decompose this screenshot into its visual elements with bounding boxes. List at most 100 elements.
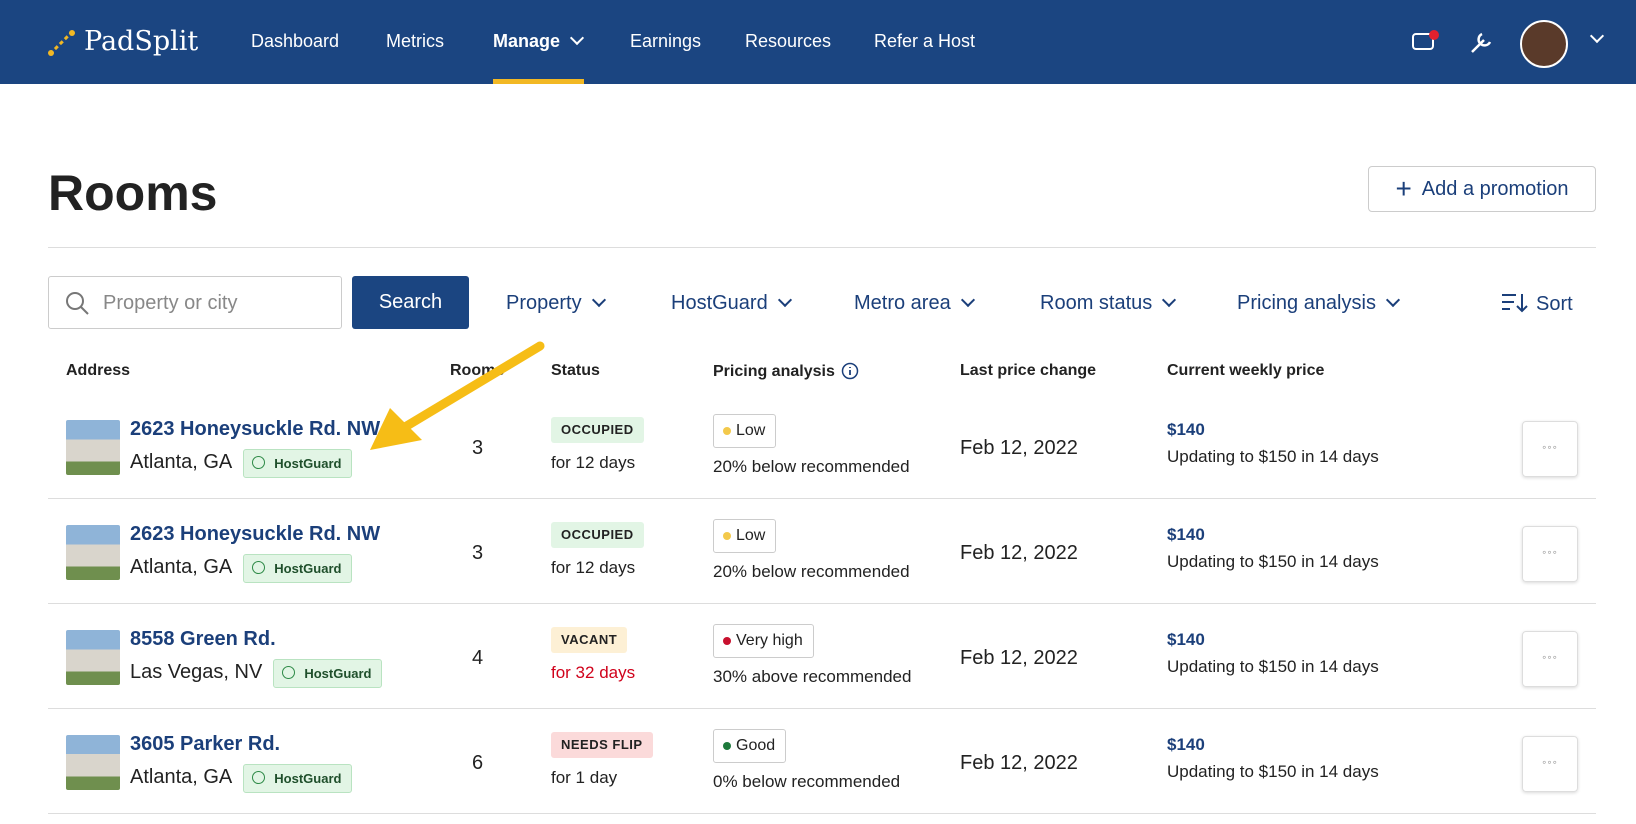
- filter-text: Property: [506, 292, 582, 314]
- placeholder: Property or city: [103, 292, 238, 314]
- shield-icon: [282, 666, 296, 679]
- divider: [48, 247, 1596, 248]
- price-update: Updating to $150 in 14 days: [1167, 762, 1379, 781]
- sort-button[interactable]: Sort: [1500, 292, 1573, 316]
- weekly-price: $140: [1167, 525, 1205, 544]
- row-menu-button[interactable]: ◦◦◦: [1522, 736, 1578, 792]
- pricing-dot: [723, 742, 731, 750]
- price-update: Updating to $150 in 14 days: [1167, 657, 1379, 676]
- room-count: 4: [472, 647, 484, 669]
- weekly-price: $140: [1167, 420, 1205, 439]
- search-input[interactable]: Property or city: [48, 276, 342, 329]
- row-menu-button[interactable]: ◦◦◦: [1522, 526, 1578, 582]
- info-icon[interactable]: [841, 362, 859, 380]
- filter-dropdown[interactable]: Property: [506, 292, 606, 315]
- status-chip: OCCUPIED: [551, 417, 644, 443]
- status-chip: VACANT: [551, 627, 628, 653]
- filter-dropdown[interactable]: Metro area: [854, 292, 975, 315]
- status-chip: NEEDS FLIP: [551, 732, 653, 758]
- chevron: [777, 292, 792, 308]
- nav-link[interactable]: Metrics: [386, 31, 444, 51]
- chevron: [591, 292, 606, 308]
- city: Las Vegas, NV: [130, 661, 263, 683]
- last-price-change: Feb 12, 2022: [960, 752, 1078, 774]
- shield-icon: [252, 561, 266, 574]
- pricing-dot: [723, 427, 731, 435]
- last-price-change: Feb 12, 2022: [960, 437, 1078, 459]
- messages-icon[interactable]: [1410, 28, 1440, 58]
- nav-link[interactable]: Earnings: [630, 31, 702, 51]
- address-link[interactable]: 8558 Green Rd.: [130, 628, 276, 650]
- avatar[interactable]: [1520, 20, 1568, 68]
- nav-link[interactable]: Refer a Host: [874, 31, 976, 51]
- weekly-price: $140: [1167, 630, 1205, 649]
- address-link[interactable]: 2623 Honeysuckle Rd. NW: [130, 418, 381, 440]
- filter-dropdown[interactable]: Room status: [1040, 292, 1177, 315]
- price-update: Updating to $150 in 14 days: [1167, 552, 1379, 571]
- room-count: 6: [472, 752, 484, 774]
- filter-text: Pricing analysis: [1237, 292, 1376, 314]
- property-photo: [66, 525, 120, 580]
- page-title: Rooms: [48, 165, 218, 221]
- pricing-note: 20% below recommended: [713, 562, 910, 581]
- plus-icon: +: [1395, 173, 1412, 204]
- row-divider: [48, 708, 1596, 709]
- property-photo: [66, 630, 120, 685]
- city: Atlanta, GA: [130, 556, 233, 578]
- row-menu-button[interactable]: ◦◦◦: [1522, 631, 1578, 687]
- shield-icon: [252, 456, 266, 469]
- pricing-note: 20% below recommended: [713, 457, 910, 476]
- logo-icon: [48, 30, 75, 56]
- sort-icon: [1502, 294, 1528, 313]
- status-duration: for 1 day: [551, 768, 618, 787]
- pricing-note: 0% below recommended: [713, 772, 901, 791]
- chevron: [569, 30, 585, 46]
- city: Atlanta, GA: [130, 766, 233, 788]
- last-price-change: Feb 12, 2022: [960, 647, 1078, 669]
- nav-link[interactable]: Dashboard: [251, 31, 340, 51]
- filter-text: HostGuard: [671, 292, 768, 314]
- tools-icon[interactable]: [1466, 28, 1496, 58]
- filter-dropdown[interactable]: Pricing analysis: [1237, 292, 1401, 315]
- pricing-chip: Low: [713, 519, 777, 553]
- nav-text: Manage: [493, 31, 561, 51]
- address-link[interactable]: 2623 Honeysuckle Rd. NW: [130, 523, 381, 545]
- avatar-menu[interactable]: [1580, 28, 1605, 50]
- filter-text: Room status: [1040, 292, 1153, 314]
- column-header: Address: [66, 362, 131, 379]
- pricing-chip: Very high: [713, 624, 814, 658]
- filter-dropdown[interactable]: HostGuard: [671, 292, 792, 315]
- nav-link[interactable]: Resources: [745, 31, 832, 51]
- column-header: Current weekly price: [1167, 362, 1325, 379]
- room-count: 3: [472, 437, 484, 459]
- search-icon: [66, 292, 89, 315]
- row-divider: [48, 498, 1596, 499]
- property-photo: [66, 735, 120, 790]
- status-duration: for 32 days: [551, 663, 636, 682]
- shield-icon: [252, 771, 266, 784]
- row-menu-button[interactable]: ◦◦◦: [1522, 421, 1578, 477]
- room-count: 3: [472, 542, 484, 564]
- address-link[interactable]: 3605 Parker Rd.: [130, 733, 281, 755]
- column-header: Last price change: [960, 362, 1097, 379]
- filter-text: Metro area: [854, 292, 951, 314]
- pricing-chip: Low: [713, 414, 777, 448]
- nav-link[interactable]: Manage: [493, 30, 585, 52]
- search-button[interactable]: Search: [352, 276, 469, 329]
- row-divider: [48, 603, 1596, 604]
- status-chip: OCCUPIED: [551, 522, 644, 548]
- chevron: [1589, 28, 1605, 44]
- status-duration: for 12 days: [551, 558, 636, 577]
- logo[interactable]: PadSplit: [84, 26, 199, 57]
- property-photo: [66, 420, 120, 475]
- column-header: Pricing analysis: [713, 362, 859, 381]
- annotation-arrow: [370, 341, 545, 450]
- chevron: [1162, 292, 1177, 308]
- active-underline: [493, 79, 584, 84]
- pricing-chip: Good: [713, 729, 787, 763]
- price-update: Updating to $150 in 14 days: [1167, 447, 1379, 466]
- chevron: [1385, 292, 1401, 308]
- add-promotion-button[interactable]: + Add a promotion: [1368, 166, 1596, 212]
- weekly-price: $140: [1167, 735, 1205, 754]
